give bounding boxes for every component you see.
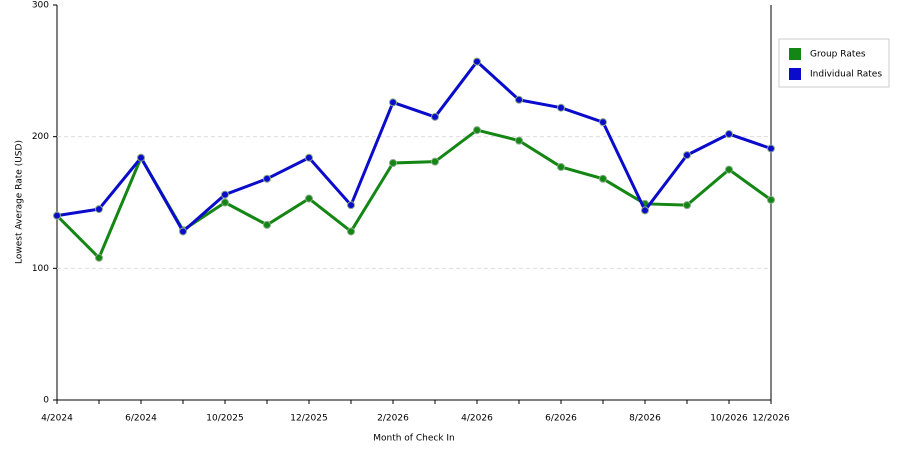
data-point (725, 130, 733, 139)
y-tick-label: 300 (32, 1, 49, 11)
data-point (221, 198, 229, 207)
data-point (305, 194, 313, 203)
data-point (389, 159, 397, 167)
data-point (53, 211, 61, 220)
data-point (767, 195, 775, 204)
series-line (56, 59, 772, 234)
x-tick-label: 12/2026 (752, 414, 790, 424)
data-point (305, 153, 313, 162)
x-tick-label: 4/2026 (461, 414, 493, 424)
x-tick-label: 10/2026 (710, 414, 748, 424)
data-point (767, 144, 775, 153)
data-point (431, 112, 439, 121)
data-point (599, 174, 607, 183)
data-point (683, 201, 691, 210)
data-point (515, 95, 523, 104)
data-point (179, 227, 187, 236)
data-point (431, 157, 439, 166)
legend-swatch (789, 48, 801, 60)
data-point (95, 253, 103, 262)
data-point (347, 201, 355, 210)
x-tick-label: 8/2026 (629, 414, 661, 424)
data-point (473, 126, 481, 135)
data-point (263, 220, 271, 229)
data-point (221, 190, 229, 199)
x-tick-label: 10/2025 (206, 414, 243, 424)
data-point (725, 165, 733, 174)
legend-label: Individual Rates (810, 70, 882, 80)
series-line (55, 128, 772, 261)
data-point (473, 57, 481, 66)
legend-swatch (789, 68, 801, 80)
data-point (389, 98, 397, 107)
data-point (641, 206, 649, 215)
x-tick-label: 6/2026 (545, 414, 577, 424)
x-tick-label: 6/2024 (125, 414, 157, 424)
data-point (557, 162, 565, 171)
x-tick-label: 4/2024 (41, 414, 73, 424)
legend-label: Group Rates (810, 50, 866, 60)
data-point (263, 174, 271, 183)
y-axis-label: Lowest Average Rate (USD) (15, 140, 25, 264)
data-point (137, 153, 145, 162)
data-point (599, 118, 607, 127)
x-axis-label: Month of Check In (373, 434, 455, 444)
x-tick-label: 12/2025 (290, 414, 327, 424)
x-tick-label: 2/2026 (377, 414, 409, 424)
y-tick-label: 100 (32, 264, 49, 274)
data-point (683, 151, 691, 160)
data-point (347, 227, 355, 236)
data-point (515, 136, 523, 145)
data-point (557, 103, 565, 112)
y-tick-label: 0 (43, 396, 49, 406)
data-point (95, 205, 103, 214)
y-tick-label: 200 (32, 132, 49, 142)
